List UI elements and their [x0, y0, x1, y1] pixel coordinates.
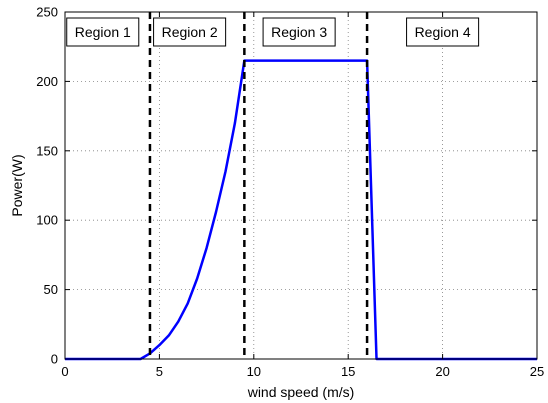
y-axis-title: Power(W): [9, 154, 25, 216]
region-label: Region 4: [406, 17, 480, 47]
region-label: Region 3: [262, 17, 336, 47]
region-label-text: Region 2: [162, 24, 218, 40]
y-axis-ticks: 0 50 100 150 200 250: [36, 5, 537, 367]
y-tick-label: 150: [36, 143, 58, 158]
region-boundaries: [148, 12, 369, 359]
x-tick-label: 20: [435, 364, 449, 379]
power-curve-line: [65, 59, 537, 361]
region-label-box: [66, 17, 140, 47]
region-label-text: Region 1: [75, 24, 131, 40]
x-tick-label: 5: [156, 364, 163, 379]
power-curve-group: [65, 59, 537, 361]
region-label-text: Region 4: [415, 24, 471, 40]
x-axis-title: wind speed (m/s): [247, 384, 355, 400]
region-label-box: [406, 17, 480, 47]
region-label: Region 2: [153, 17, 227, 47]
x-tick-label: 10: [247, 364, 261, 379]
y-tick-label: 250: [36, 5, 58, 20]
x-tick-label: 15: [341, 364, 355, 379]
y-tick-label: 200: [36, 74, 58, 89]
region-label-box: [153, 17, 227, 47]
y-tick-label: 50: [44, 282, 58, 297]
plot-frame: [64, 11, 538, 360]
y-tick-label: 100: [36, 213, 58, 228]
region-label-text: Region 3: [271, 24, 327, 40]
region-label-box: [262, 17, 336, 47]
x-axis-ticks: 0 5 10 15 20 25: [61, 12, 544, 379]
x-tick-label: 0: [61, 364, 68, 379]
region-labels: Region 1 Region 2 Region 3 Region 4: [66, 17, 480, 47]
x-tick-label: 25: [530, 364, 544, 379]
region-label: Region 1: [66, 17, 140, 47]
grid: [65, 12, 537, 359]
y-tick-label: 0: [51, 352, 58, 367]
